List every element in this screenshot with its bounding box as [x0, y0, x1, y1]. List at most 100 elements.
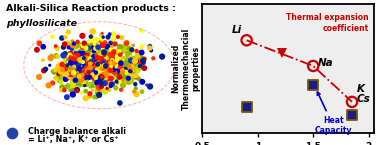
Point: [95, 63, 101, 66]
Point: [79, 72, 85, 74]
Point: [56, 79, 62, 82]
Point: [81, 57, 87, 59]
Point: [87, 69, 93, 72]
Point: [96, 63, 102, 65]
Point: [118, 66, 124, 68]
Point: [93, 47, 99, 50]
Point: [98, 57, 104, 60]
Point: [76, 59, 82, 61]
Point: [69, 40, 75, 42]
Point: [85, 67, 91, 70]
Point: [78, 59, 84, 62]
Point: [72, 77, 78, 80]
Point: [126, 57, 132, 59]
Point: [94, 63, 101, 66]
Point: [89, 76, 95, 79]
Point: [77, 66, 83, 68]
Point: [110, 62, 116, 65]
Point: [90, 66, 96, 68]
Point: [101, 54, 107, 56]
Point: [68, 56, 74, 58]
Point: [101, 68, 107, 71]
Point: [140, 60, 146, 62]
Point: [84, 66, 90, 68]
Point: [121, 75, 127, 77]
Point: [116, 51, 122, 53]
Point: [66, 62, 72, 65]
Point: [76, 73, 82, 75]
Point: [86, 76, 92, 78]
Point: [71, 42, 77, 45]
Point: [93, 64, 99, 67]
Point: [74, 89, 80, 92]
Point: [66, 46, 72, 48]
Point: [102, 71, 108, 74]
Point: [96, 73, 102, 76]
Point: [101, 65, 107, 68]
Point: [107, 69, 113, 71]
Point: [90, 54, 96, 57]
Point: [64, 70, 70, 72]
Point: [65, 60, 71, 62]
Point: [84, 69, 90, 71]
Point: [243, 106, 249, 108]
Point: [131, 73, 137, 75]
Point: [112, 43, 118, 45]
Point: [70, 58, 76, 60]
Point: [71, 79, 77, 81]
Point: [116, 79, 122, 81]
Point: [95, 46, 101, 48]
Point: [98, 85, 104, 88]
Point: [113, 70, 119, 72]
Point: [83, 97, 89, 99]
Point: [109, 70, 115, 73]
Point: [81, 81, 87, 84]
Point: [102, 66, 108, 68]
Point: [129, 49, 135, 51]
Point: [94, 46, 100, 48]
Point: [75, 59, 81, 62]
Point: [57, 64, 63, 66]
Point: [77, 65, 83, 67]
Point: [81, 64, 87, 66]
Point: [133, 76, 139, 78]
Point: [113, 60, 119, 62]
Point: [110, 51, 116, 54]
Point: [101, 53, 107, 56]
Point: [98, 38, 104, 40]
Point: [123, 59, 129, 61]
Point: [144, 84, 150, 86]
Point: [112, 72, 118, 74]
Point: [90, 54, 96, 56]
Point: [74, 68, 81, 70]
Point: [96, 56, 102, 58]
Point: [34, 49, 40, 51]
Point: [110, 60, 116, 63]
Point: [87, 74, 93, 76]
Point: [113, 80, 119, 83]
Point: [79, 52, 85, 54]
Point: [102, 70, 108, 72]
Point: [87, 69, 93, 71]
Point: [86, 83, 92, 86]
Point: [80, 54, 86, 56]
Point: [68, 73, 74, 76]
Point: [119, 69, 125, 71]
Point: [113, 62, 119, 64]
Point: [110, 69, 116, 71]
Point: [88, 58, 94, 61]
Point: [112, 52, 118, 55]
Point: [127, 81, 133, 83]
Point: [88, 59, 94, 62]
Point: [94, 77, 100, 79]
Point: [124, 75, 130, 77]
Point: [97, 85, 103, 88]
Point: [70, 93, 76, 96]
Point: [96, 69, 102, 72]
Point: [90, 47, 96, 49]
Point: [90, 75, 96, 78]
Point: [101, 66, 107, 68]
Point: [74, 77, 80, 79]
Point: [136, 78, 142, 80]
Point: [86, 65, 92, 68]
